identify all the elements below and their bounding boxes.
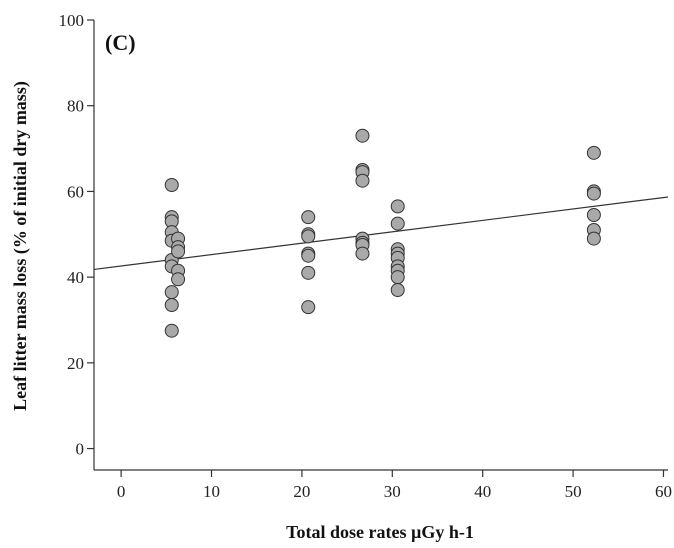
data-point [301, 265, 316, 280]
x-tick-label: 0 [117, 482, 126, 501]
x-tick-label: 10 [203, 482, 220, 501]
regression-line [93, 196, 669, 271]
data-point [164, 178, 179, 192]
data-point [390, 270, 405, 285]
data-point [390, 199, 405, 214]
y-tick-label: 0 [76, 440, 85, 459]
y-tick-label: 40 [67, 268, 84, 287]
x-tick-label: 60 [655, 482, 672, 501]
data-point [301, 300, 316, 315]
data-point [586, 208, 601, 222]
data-point [390, 283, 405, 297]
data-point [164, 323, 179, 338]
data-point [164, 285, 179, 300]
data-point [301, 229, 316, 244]
y-tick-label: 60 [67, 182, 84, 201]
data-point [171, 272, 186, 287]
y-axis-title: Leaf litter mass loss (% of initial dry … [10, 81, 31, 411]
data-point [164, 298, 179, 312]
axes [93, 20, 668, 471]
data-point [301, 210, 316, 225]
y-tick-label: 100 [59, 11, 85, 30]
data-point [355, 128, 370, 143]
data-point [355, 246, 370, 261]
data-points [164, 128, 601, 338]
x-ticks: 0 10 20 30 40 50 60 [117, 470, 672, 501]
y-tick-label: 80 [67, 97, 84, 116]
data-point [586, 145, 601, 160]
x-tick-label: 50 [565, 482, 582, 501]
x-tick-label: 20 [293, 482, 310, 501]
y-tick-label: 20 [67, 354, 84, 373]
x-tick-label: 40 [474, 482, 491, 501]
x-tick-label: 30 [384, 482, 401, 501]
data-point [355, 173, 370, 188]
panel-label: (C) [105, 30, 136, 55]
y-ticks: 0 20 40 60 80 100 [59, 11, 94, 459]
data-point [390, 216, 405, 231]
data-point [301, 248, 316, 263]
data-point [171, 244, 186, 259]
x-axis-title: Total dose rates µGy h-1 [286, 522, 474, 542]
data-point [586, 231, 601, 246]
data-point [586, 186, 601, 201]
